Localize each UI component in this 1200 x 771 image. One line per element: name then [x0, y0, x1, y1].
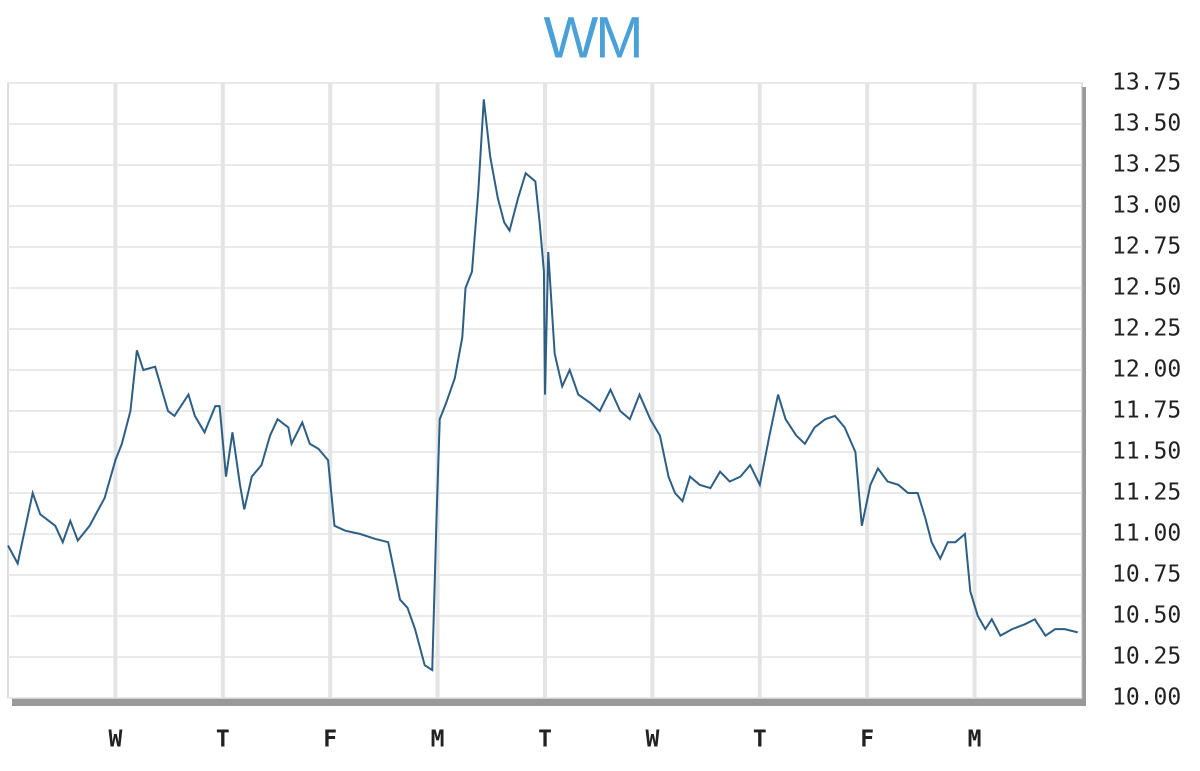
x-tick-label: M — [431, 727, 445, 753]
y-tick-label: 11.50 — [1112, 439, 1181, 465]
x-tick-label: M — [968, 727, 982, 753]
y-tick-label: 10.75 — [1112, 562, 1181, 588]
y-tick-label: 11.25 — [1112, 480, 1181, 506]
y-tick-label: 10.00 — [1112, 685, 1181, 711]
y-tick-label: 12.75 — [1112, 234, 1181, 260]
chart-title: WM — [543, 5, 640, 70]
x-tick-label: F — [860, 727, 874, 753]
y-tick-label: 13.25 — [1112, 152, 1181, 178]
y-tick-label: 10.50 — [1112, 603, 1181, 629]
x-tick-label: T — [753, 727, 767, 753]
x-tick-label: W — [645, 727, 659, 753]
x-tick-label: W — [108, 727, 122, 753]
y-tick-label: 10.25 — [1112, 644, 1181, 670]
x-tick-label: F — [323, 727, 337, 753]
y-tick-label: 11.00 — [1112, 521, 1181, 547]
y-tick-label: 13.75 — [1112, 70, 1181, 96]
y-tick-label: 12.50 — [1112, 275, 1181, 301]
y-tick-label: 11.75 — [1112, 398, 1181, 424]
y-tick-label: 12.00 — [1112, 357, 1181, 383]
x-tick-label: T — [216, 727, 230, 753]
y-tick-label: 12.25 — [1112, 316, 1181, 342]
x-tick-label: T — [538, 727, 552, 753]
line — [7, 99, 1078, 672]
y-tick-label: 13.00 — [1112, 193, 1181, 219]
y-tick-label: 13.50 — [1112, 111, 1181, 137]
